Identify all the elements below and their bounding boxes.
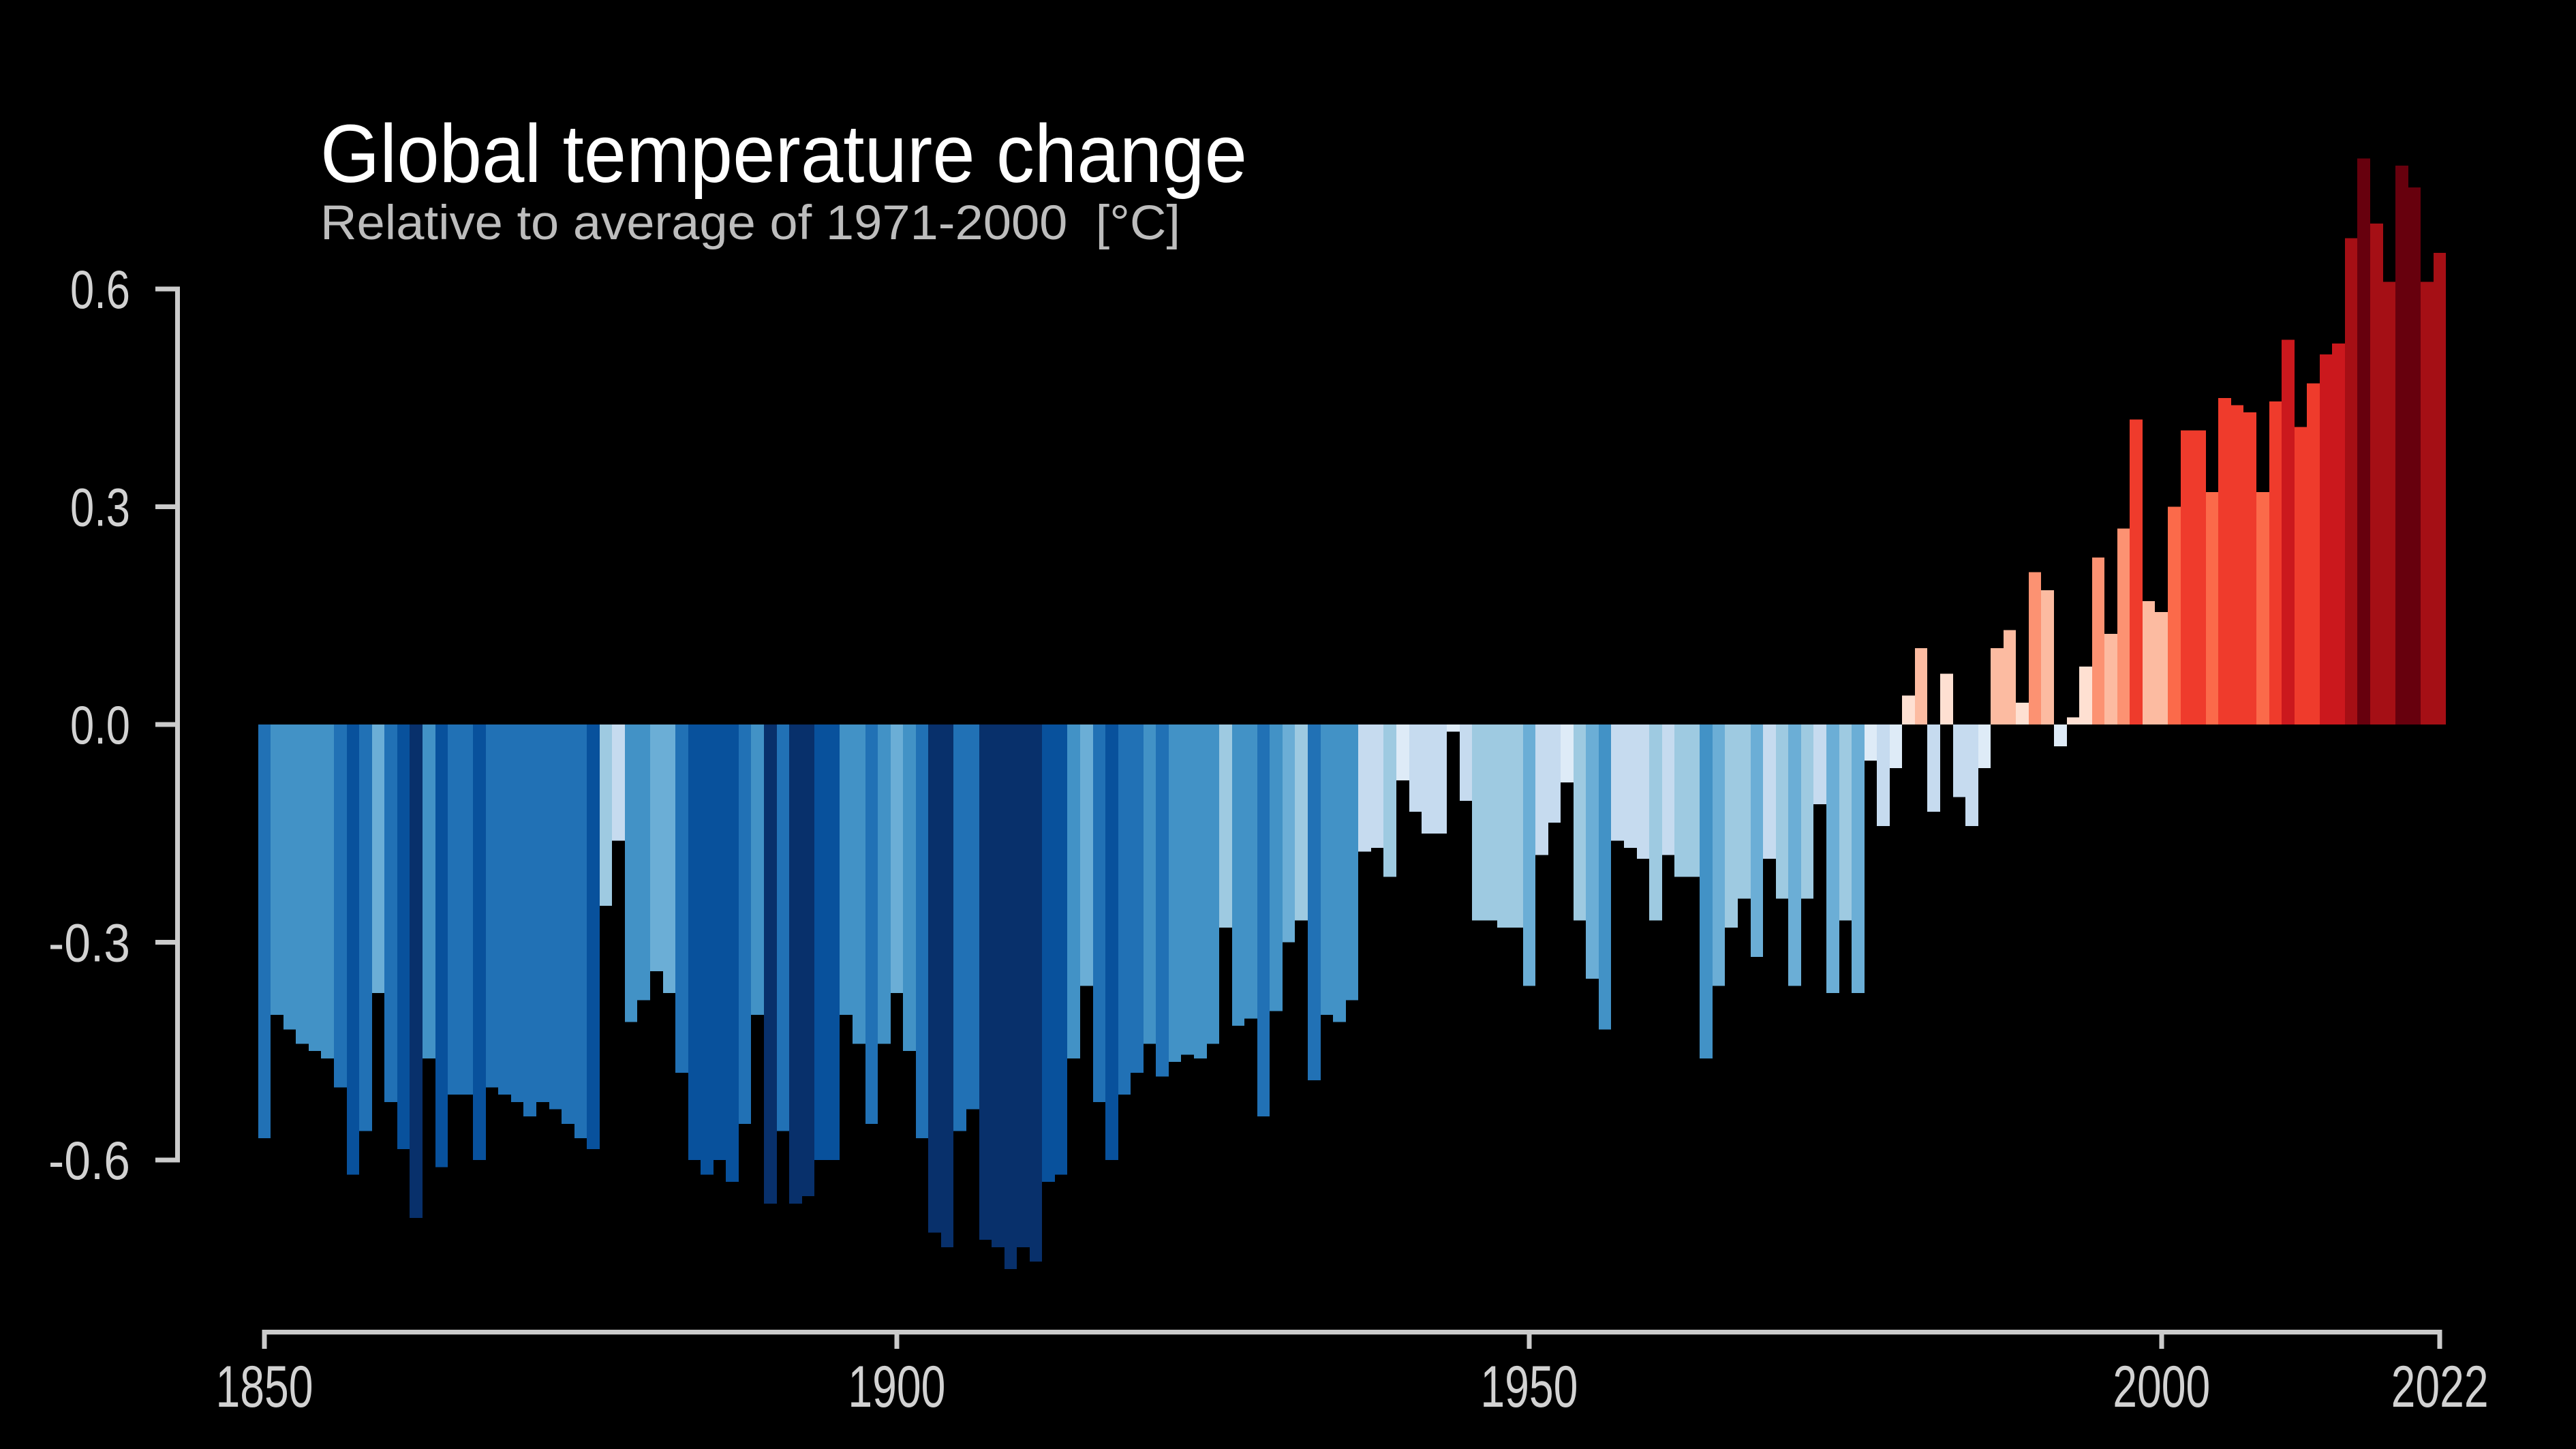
svg-text:0.3: 0.3: [70, 477, 130, 538]
svg-text:0.6: 0.6: [70, 259, 130, 320]
svg-text:1900: 1900: [848, 1354, 945, 1420]
svg-text:1950: 1950: [1480, 1354, 1578, 1420]
svg-text:1850: 1850: [216, 1354, 313, 1420]
svg-text:Relative to average of 1971-20: Relative to average of 1971-2000 [°C]: [320, 196, 1180, 250]
svg-text:2022: 2022: [2391, 1354, 2489, 1420]
svg-text:-0.3: -0.3: [48, 913, 130, 973]
svg-text:-0.6: -0.6: [48, 1130, 130, 1191]
svg-text:0.0: 0.0: [70, 695, 130, 755]
svg-text:2000: 2000: [2113, 1354, 2210, 1420]
svg-text:Global temperature change: Global temperature change: [320, 107, 1247, 200]
